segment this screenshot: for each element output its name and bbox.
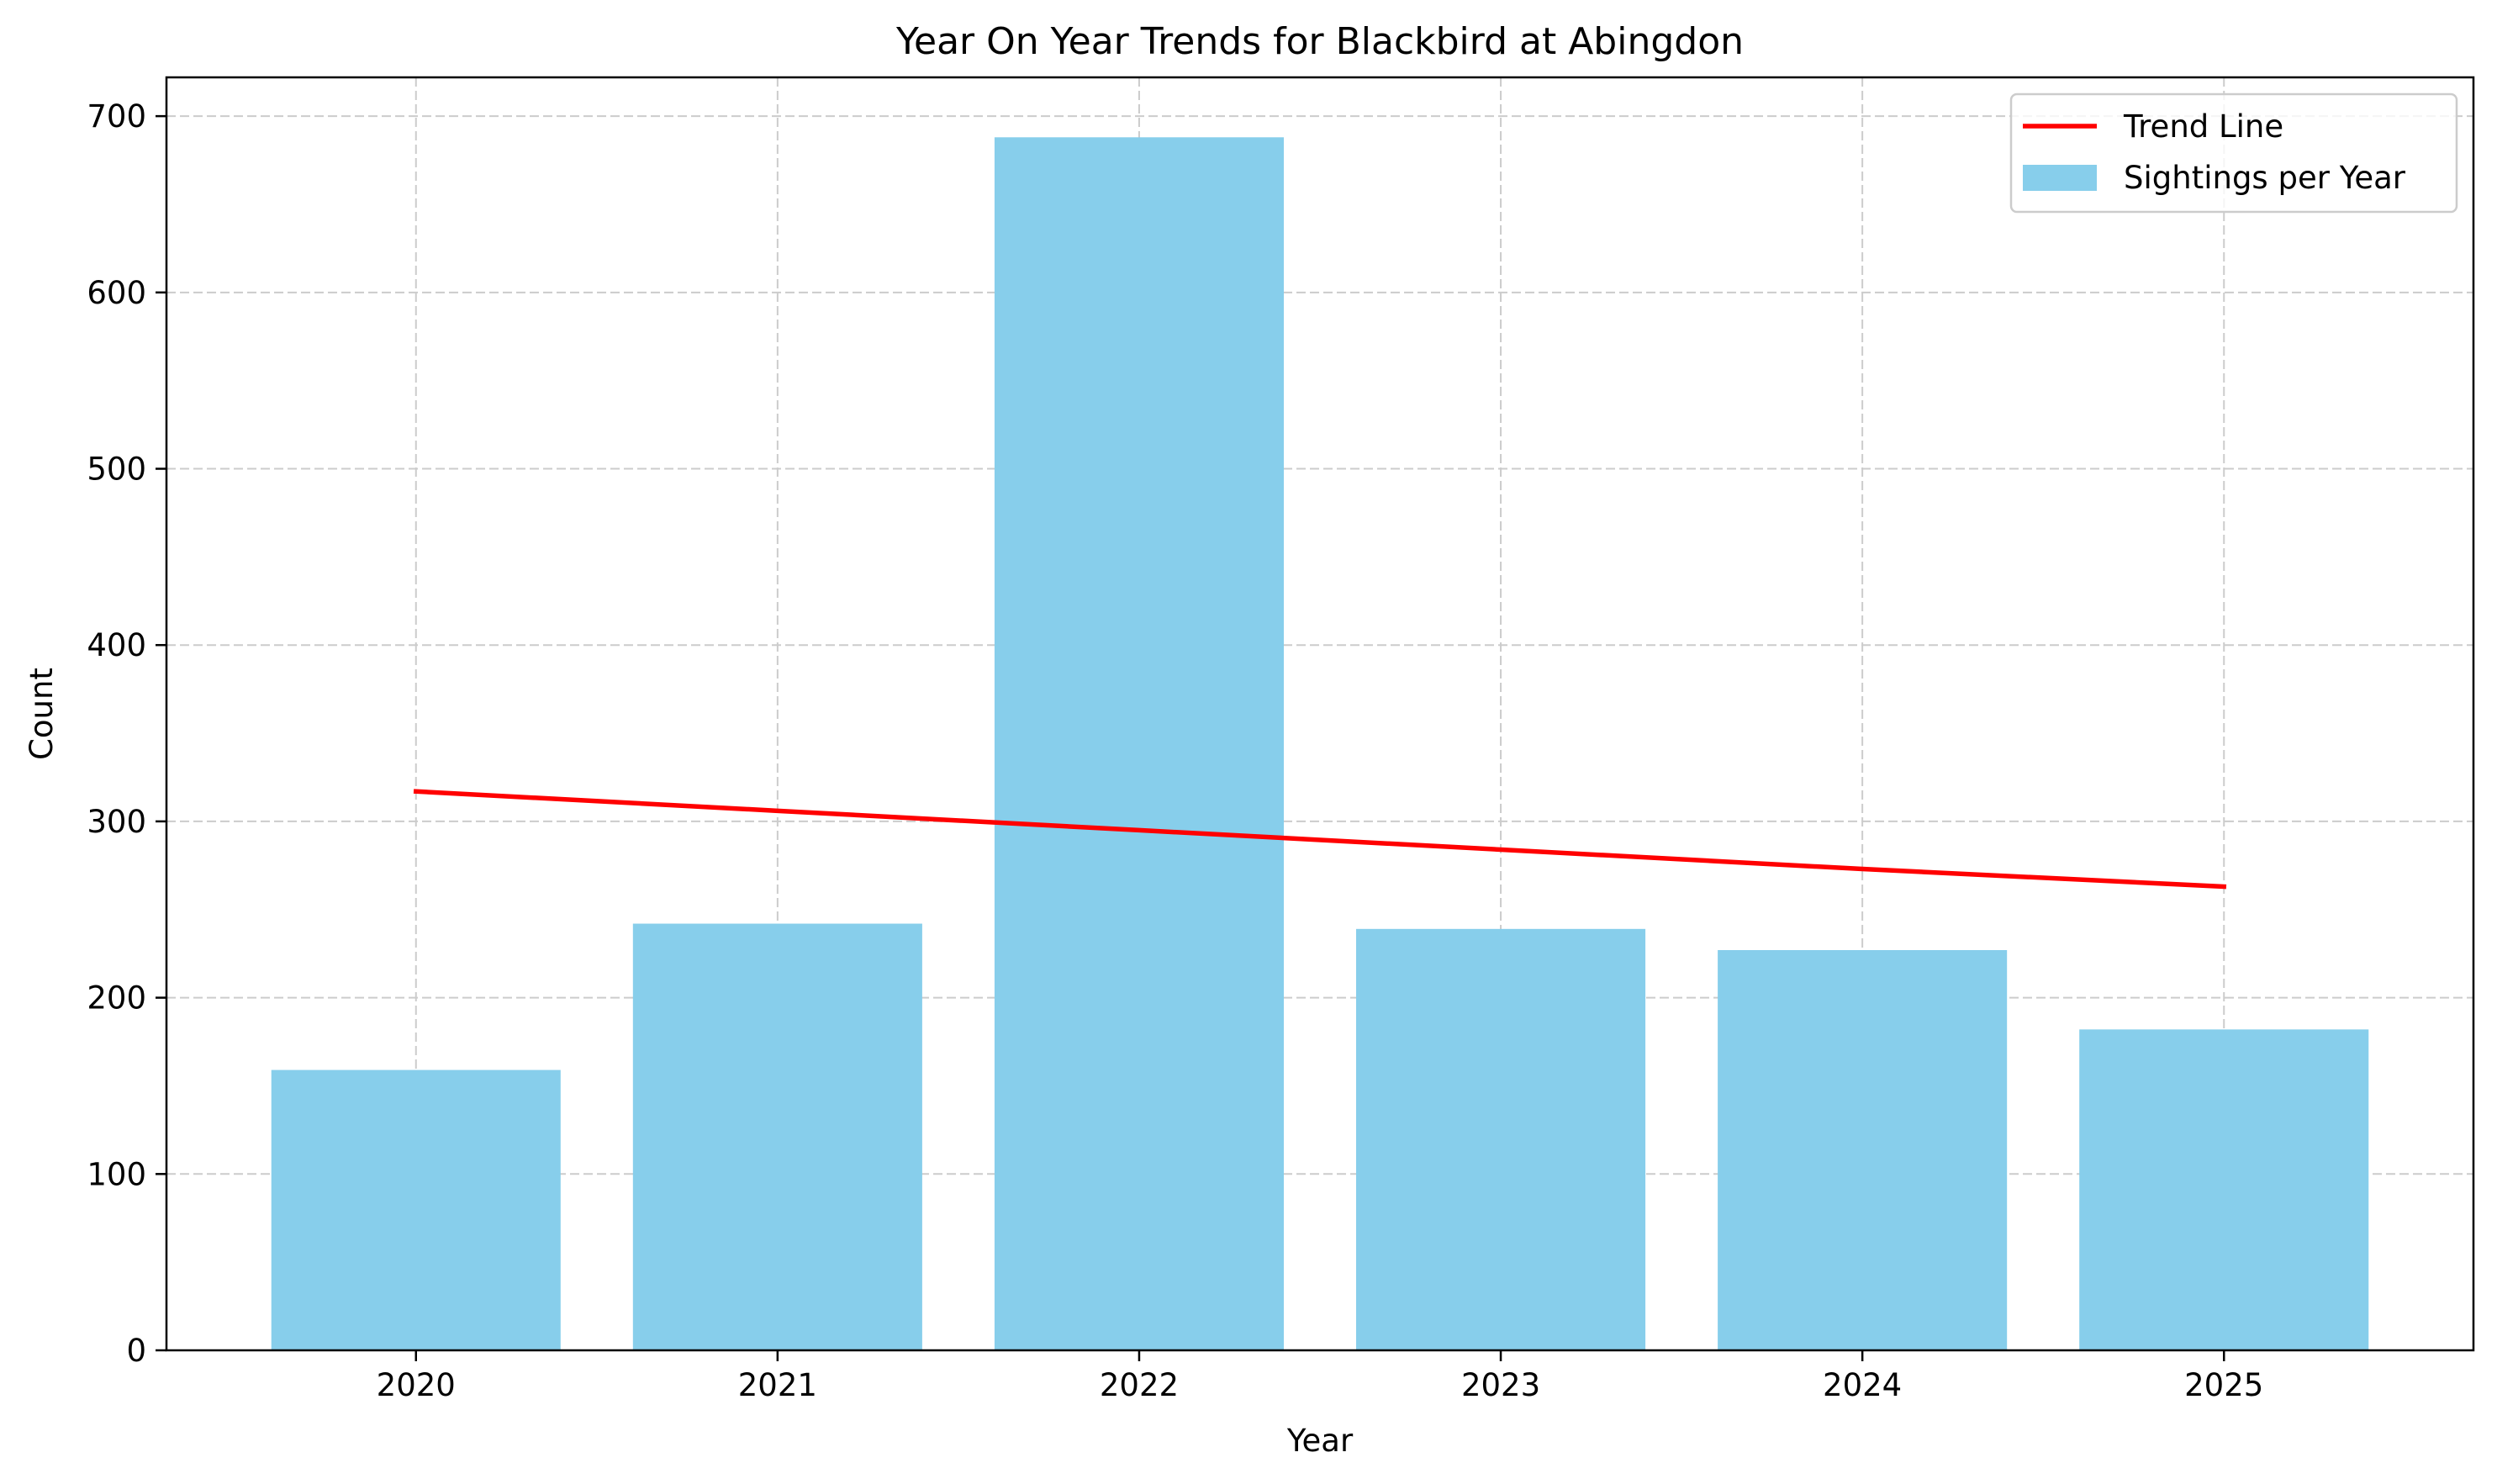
x-axis-label: Year bbox=[1286, 1423, 1354, 1459]
y-tick-label: 500 bbox=[87, 452, 146, 488]
plot-frame bbox=[165, 76, 2475, 1352]
bar-2025 bbox=[2079, 1029, 2369, 1350]
y-axis-label: Count bbox=[24, 668, 60, 760]
x-tick-label: 2021 bbox=[738, 1367, 817, 1403]
y-tick-label: 700 bbox=[87, 98, 146, 135]
legend: Trend Line Sightings per Year bbox=[2009, 92, 2458, 214]
trend-line bbox=[413, 789, 2227, 890]
y-tick-label: 300 bbox=[87, 804, 146, 840]
y-tick-label: 600 bbox=[87, 275, 146, 311]
bar-2020 bbox=[271, 1069, 561, 1350]
legend-trend-line-label: Trend Line bbox=[2123, 108, 2283, 145]
y-axis: 0 100 200 300 400 500 600 700 bbox=[87, 98, 166, 1369]
x-axis: 2020 2021 2022 2023 2024 2025 bbox=[377, 1350, 2263, 1403]
x-tick-label: 2025 bbox=[2184, 1367, 2263, 1403]
x-tick-label: 2022 bbox=[1100, 1367, 1179, 1403]
chart-title: Year On Year Trends for Blackbird at Abi… bbox=[895, 20, 1744, 63]
legend-frame bbox=[2009, 92, 2458, 214]
x-tick-label: 2020 bbox=[377, 1367, 456, 1403]
bars bbox=[271, 137, 2369, 1351]
y-tick-label: 200 bbox=[87, 980, 146, 1017]
trend-line-layer bbox=[413, 789, 2227, 890]
y-tick-label: 0 bbox=[126, 1333, 146, 1369]
bar-2023 bbox=[1356, 928, 1646, 1350]
bar-2024 bbox=[1718, 949, 2008, 1350]
y-tick-label: 100 bbox=[87, 1156, 146, 1192]
bar-2021 bbox=[632, 923, 922, 1350]
x-tick-label: 2023 bbox=[1461, 1367, 1540, 1403]
y-tick-label: 400 bbox=[87, 627, 146, 663]
x-tick-label: 2024 bbox=[1823, 1367, 1902, 1403]
bar-2022 bbox=[994, 137, 1284, 1351]
legend-sightings-label: Sightings per Year bbox=[2124, 160, 2406, 196]
legend-sightings-swatch bbox=[2023, 165, 2097, 191]
